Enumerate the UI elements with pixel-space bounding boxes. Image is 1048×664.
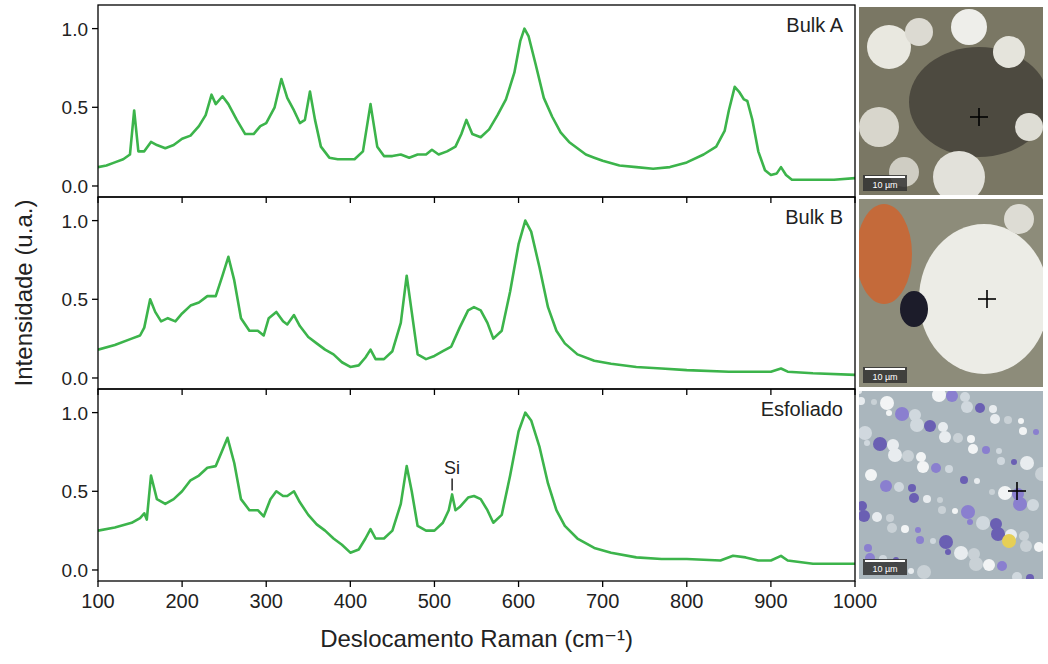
x-tick <box>350 581 351 587</box>
y-tick <box>92 107 98 108</box>
micrograph: 10 µm <box>856 388 1048 582</box>
x-tick <box>518 197 519 203</box>
x-tick <box>434 389 435 395</box>
spectrum-line <box>98 29 855 180</box>
scale-label: 10 µm <box>872 372 897 382</box>
y-tick-label: 1.0 <box>62 211 88 232</box>
micrograph: 10 µm <box>856 199 1048 387</box>
x-tick <box>770 197 771 203</box>
y-tick <box>92 412 98 413</box>
y-tick <box>92 220 98 221</box>
scale-label: 10 µm <box>872 564 897 574</box>
x-tick-label: 500 <box>418 590 451 612</box>
x-tick-label: 900 <box>754 590 787 612</box>
x-tick <box>181 197 182 203</box>
x-tick <box>686 389 687 395</box>
panel-title: Bulk A <box>786 14 843 36</box>
x-tick <box>434 581 435 587</box>
annotation-line <box>451 478 452 490</box>
x-tick <box>181 581 182 587</box>
x-tick <box>434 197 435 203</box>
x-tick <box>686 581 687 587</box>
panel-frame <box>98 197 855 389</box>
spectrum-line <box>98 221 855 375</box>
plot-area <box>98 413 855 564</box>
x-tick <box>350 197 351 203</box>
x-tick <box>602 389 603 395</box>
panel: 0.0 0.5 1.0 Bulk A <box>62 5 855 203</box>
x-tick <box>97 581 98 587</box>
x-tick <box>266 197 267 203</box>
x-tick <box>518 389 519 395</box>
x-tick-label: 400 <box>334 590 367 612</box>
x-tick <box>854 581 855 587</box>
panel-frame <box>98 389 855 581</box>
spectrum-line <box>98 413 855 564</box>
x-tick-label: 200 <box>165 590 198 612</box>
y-tick <box>92 569 98 570</box>
y-tick-label: 0.0 <box>62 560 88 581</box>
x-tick <box>181 389 182 395</box>
y-tick-label: 0.5 <box>62 97 88 118</box>
x-tick <box>770 581 771 587</box>
panel-frame <box>98 5 855 197</box>
figure: 0.0 0.5 1.0 Bulk A 10 µm 0.0 0.5 1.0 Bulk B Inten… <box>0 0 1048 664</box>
y-tick-label: 0.5 <box>62 481 88 502</box>
x-tick <box>350 389 351 395</box>
y-tick-label: 1.0 <box>62 403 88 424</box>
plot-area <box>98 221 855 375</box>
panel: 100 200 300 400 500 600 700 800 900 1000 0.0 0.5 1.0… <box>62 389 878 652</box>
x-tick-label: 600 <box>502 590 535 612</box>
plot-area <box>98 29 855 180</box>
x-tick-label: 800 <box>670 590 703 612</box>
y-tick-label: 0.5 <box>62 289 88 310</box>
panel: 0.0 0.5 1.0 Bulk B Intensidade (u.a.) <box>10 197 855 395</box>
x-tick <box>770 389 771 395</box>
y-axis-title: Intensidade (u.a.) <box>10 200 37 387</box>
y-tick-label: 0.0 <box>62 176 88 197</box>
panel-title: Esfoliado <box>761 398 843 420</box>
x-tick-label: 300 <box>250 590 283 612</box>
y-tick-label: 0.0 <box>62 368 88 389</box>
y-tick <box>92 185 98 186</box>
scale-label: 10 µm <box>872 180 897 190</box>
x-tick-label: 1000 <box>833 590 878 612</box>
x-tick <box>602 581 603 587</box>
micrograph: 10 µm <box>859 7 1048 203</box>
x-tick <box>518 581 519 587</box>
x-tick-label: 100 <box>81 590 114 612</box>
y-tick-label: 1.0 <box>62 19 88 40</box>
x-tick-label: 700 <box>586 590 619 612</box>
x-tick <box>686 197 687 203</box>
panel-title: Bulk B <box>785 206 843 228</box>
annotation: Si <box>444 458 460 478</box>
y-tick <box>92 299 98 300</box>
y-tick <box>92 377 98 378</box>
x-tick <box>602 197 603 203</box>
x-tick <box>266 581 267 587</box>
y-tick <box>92 491 98 492</box>
x-axis-title: Deslocamento Raman (cm⁻¹) <box>320 625 633 652</box>
x-tick <box>266 389 267 395</box>
y-tick <box>92 28 98 29</box>
